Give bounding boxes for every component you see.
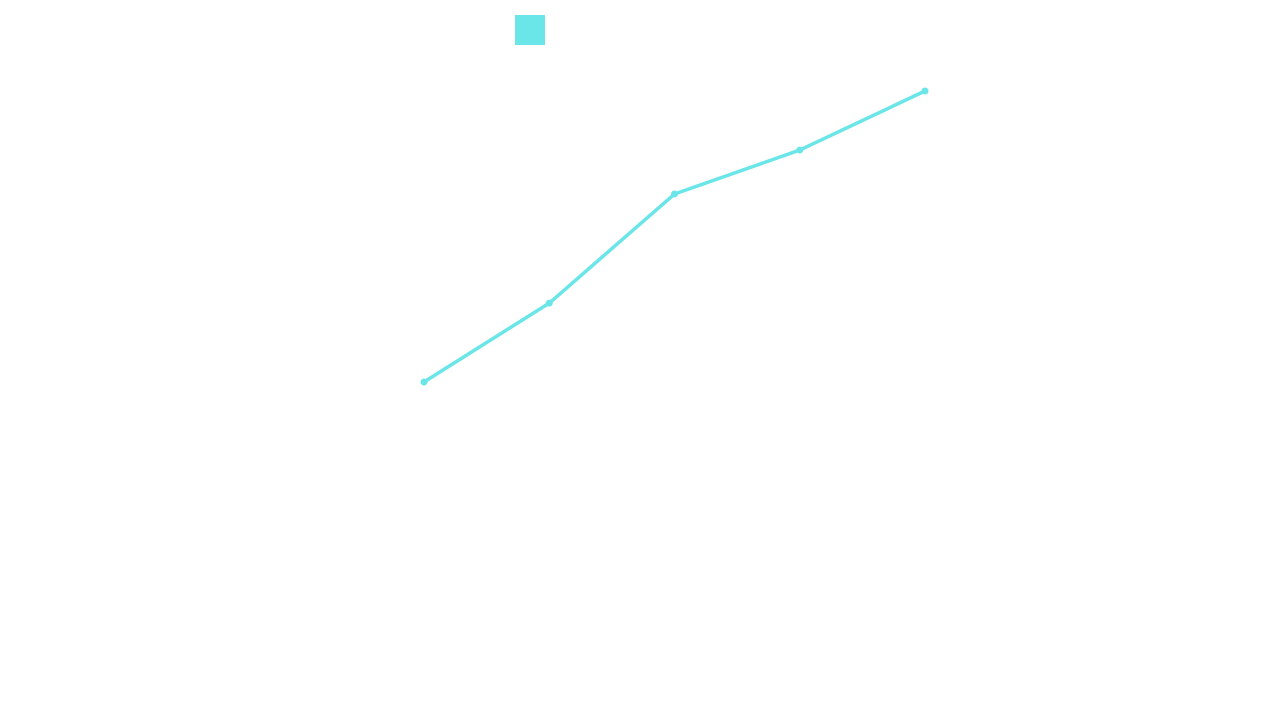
data-point-4: [921, 87, 929, 95]
data-point-2: [671, 190, 678, 198]
series-line-0: [423, 89, 926, 384]
series-layer: [420, 87, 929, 386]
legend-swatch: [515, 15, 545, 45]
data-point-1: [545, 299, 553, 307]
data-point-3: [796, 146, 804, 154]
data-point-0: [420, 378, 428, 386]
